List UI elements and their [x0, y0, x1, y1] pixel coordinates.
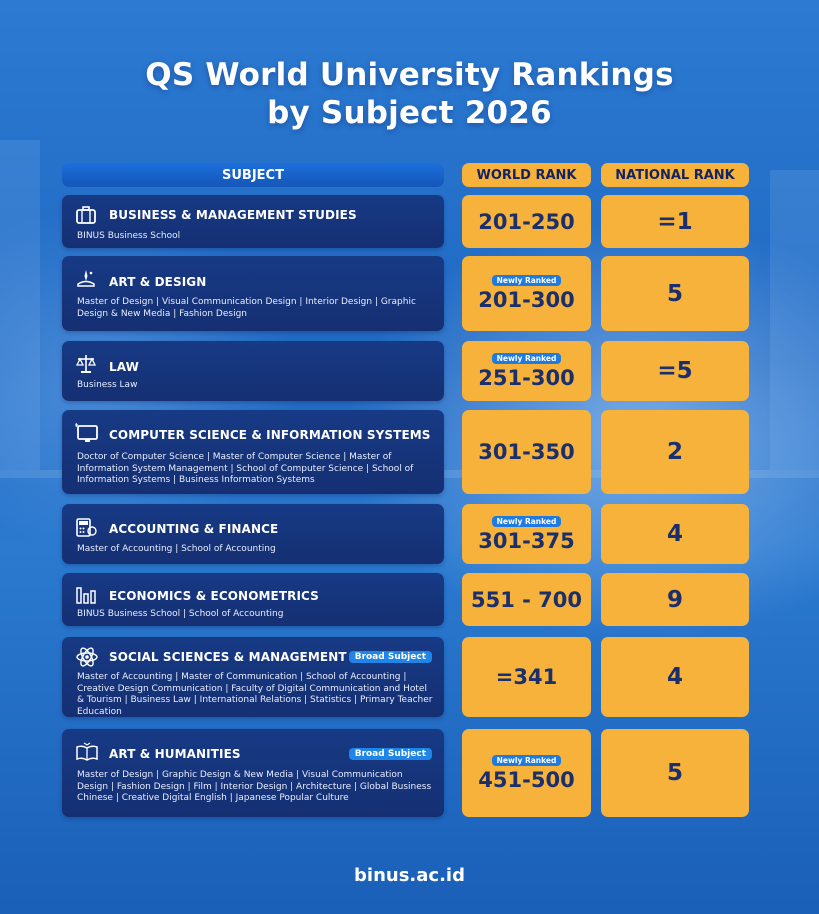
subject-name: SOCIAL SCIENCES & MANAGEMENT — [109, 650, 347, 664]
world-rank-cell: Newly Ranked 451-500 — [462, 729, 591, 817]
subject-name: BUSINESS & MANAGEMENT STUDIES — [109, 208, 357, 222]
subject-card-law: LAW Business Law — [62, 341, 444, 401]
national-rank-value: 5 — [666, 280, 683, 307]
national-rank-cell: 5 — [601, 729, 749, 817]
subject-card-humanities: ART & HUMANITIES Broad Subject Master of… — [62, 729, 444, 817]
national-rank-cell: 4 — [601, 637, 749, 717]
national-rank-cell: 4 — [601, 504, 749, 564]
world-rank-cell: Newly Ranked 301-375 — [462, 504, 591, 564]
world-rank-value: 201-250 — [478, 209, 575, 234]
subject-name: COMPUTER SCIENCE & INFORMATION SYSTEMS — [109, 428, 431, 442]
subject-desc: Doctor of Computer Science | Master of C… — [77, 452, 414, 485]
subject-card-business: BUSINESS & MANAGEMENT STUDIES BINUS Busi… — [62, 195, 444, 248]
world-rank-cell: =341 — [462, 637, 591, 717]
national-rank-value: 4 — [666, 664, 683, 690]
national-rank-cell: =5 — [601, 341, 749, 401]
national-rank-cell: 5 — [601, 256, 749, 331]
subject-name: LAW — [109, 360, 139, 374]
subject-desc: Master of Design | Visual Communication … — [77, 297, 416, 319]
subject-card-art-design: ART & DESIGN Master of Design | Visual C… — [62, 256, 444, 331]
world-rank-cell: 551 - 700 — [462, 573, 591, 626]
page-title: QS World University Rankings by Subject … — [145, 57, 674, 131]
world-rank-value: 301-375 — [478, 528, 575, 553]
newly-ranked-badge: Newly Ranked — [491, 754, 562, 766]
newly-ranked-badge: Newly Ranked — [491, 515, 562, 527]
national-rank-value: 5 — [666, 760, 683, 786]
national-rank-value: =1 — [657, 208, 693, 235]
subject-desc: BINUS Business School — [77, 231, 181, 241]
newly-ranked-badge: Newly Ranked — [491, 352, 562, 364]
subject-card-computer-science: COMPUTER SCIENCE & INFORMATION SYSTEMS D… — [62, 410, 444, 494]
world-rank-value: 551 - 700 — [470, 587, 582, 612]
bar-chart-icon — [75, 583, 97, 605]
national-rank-value: 9 — [666, 586, 683, 613]
subject-card-economics: ECONOMICS & ECONOMETRICS BINUS Business … — [62, 573, 444, 626]
subject-header: SUBJECT — [62, 163, 444, 187]
subject-desc: Master of Design | Graphic Design & New … — [77, 770, 432, 803]
national-rank-cell: =1 — [601, 195, 749, 248]
open-book-icon — [75, 741, 98, 763]
world-rank-cell: Newly Ranked 201-300 — [462, 256, 591, 331]
national-rank-value: =5 — [657, 358, 693, 384]
subject-desc: Business Law — [77, 380, 138, 390]
art-design-icon — [75, 267, 97, 289]
world-rank-value: =341 — [495, 665, 558, 689]
national-rank-header: NATIONAL RANK — [601, 163, 749, 187]
broad-subject-badge: Broad Subject — [348, 651, 432, 663]
world-rank-value: 251-300 — [478, 365, 575, 390]
world-rank-value: 301-350 — [478, 440, 575, 464]
subject-name: ART & DESIGN — [109, 275, 207, 289]
scales-icon — [75, 353, 97, 375]
briefcase-icon — [75, 204, 97, 226]
world-rank-value: 451-500 — [478, 767, 575, 792]
world-rank-header: WORLD RANK — [462, 163, 591, 187]
subject-name: ACCOUNTING & FINANCE — [109, 522, 279, 536]
subject-card-social-sciences: SOCIAL SCIENCES & MANAGEMENT Broad Subje… — [62, 637, 444, 717]
broad-subject-badge: Broad Subject — [348, 748, 432, 760]
national-rank-cell: 2 — [601, 410, 749, 494]
world-rank-cell: 301-350 — [462, 410, 591, 494]
subject-card-accounting: ACCOUNTING & FINANCE Master of Accountin… — [62, 504, 444, 564]
monitor-icon — [75, 422, 98, 444]
national-rank-cell: 9 — [601, 573, 749, 626]
subject-name: ART & HUMANITIES — [109, 747, 241, 761]
footer-url[interactable]: binus.ac.id — [354, 865, 465, 886]
world-rank-value: 201-300 — [478, 288, 575, 312]
world-rank-cell: Newly Ranked 251-300 — [462, 341, 591, 401]
subject-name: ECONOMICS & ECONOMETRICS — [109, 589, 319, 603]
national-rank-value: 2 — [666, 439, 683, 465]
atom-icon — [75, 645, 98, 667]
national-rank-value: 4 — [666, 521, 683, 547]
calculator-icon — [75, 516, 97, 538]
subject-desc: Master of Accounting | School of Account… — [77, 544, 276, 554]
world-rank-cell: 201-250 — [462, 195, 591, 248]
subject-desc: Master of Accounting | Master of Communi… — [77, 672, 433, 717]
newly-ranked-badge: Newly Ranked — [491, 275, 562, 286]
subject-desc: BINUS Business School | School of Accoun… — [77, 609, 284, 619]
